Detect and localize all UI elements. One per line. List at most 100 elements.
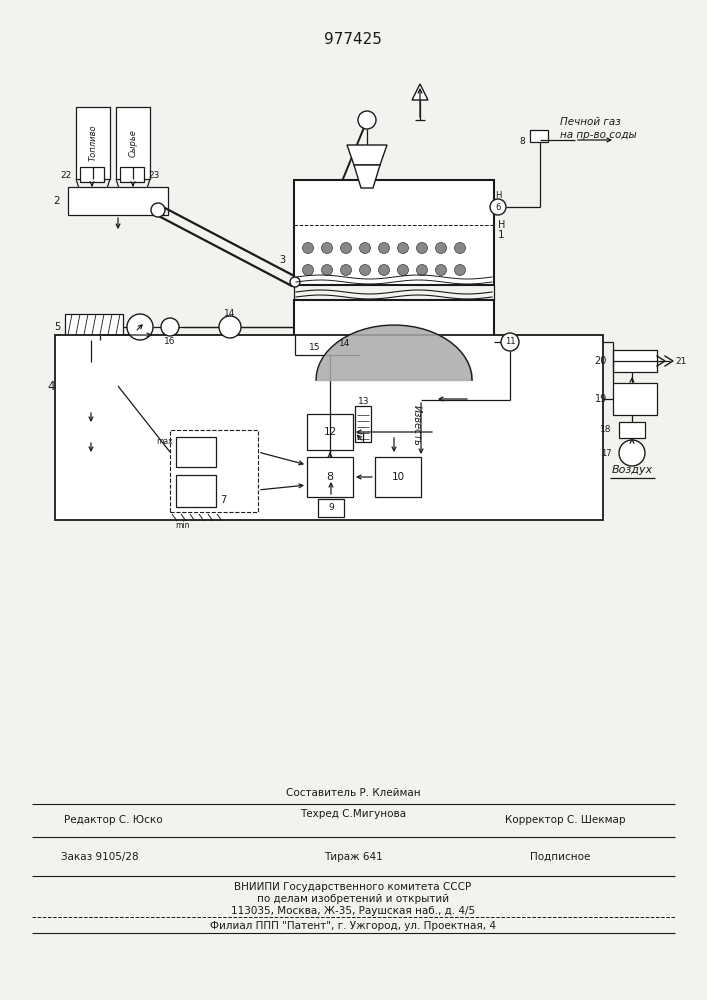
Polygon shape xyxy=(354,165,380,188)
Bar xyxy=(176,437,216,467)
Text: 13: 13 xyxy=(358,397,370,406)
Text: 16: 16 xyxy=(164,336,176,346)
Text: 23: 23 xyxy=(148,170,159,180)
Bar xyxy=(307,457,353,497)
Text: 11: 11 xyxy=(505,338,515,347)
Circle shape xyxy=(455,264,465,275)
Text: Техред С.Мигунова: Техред С.Мигунова xyxy=(300,809,406,819)
Bar xyxy=(63,362,118,410)
Bar xyxy=(530,130,548,142)
Circle shape xyxy=(161,318,179,336)
Circle shape xyxy=(127,314,153,340)
Text: 19: 19 xyxy=(595,394,607,404)
Text: Заказ 9105/28: Заказ 9105/28 xyxy=(62,852,139,862)
Bar xyxy=(120,167,144,182)
Bar xyxy=(55,335,603,520)
Circle shape xyxy=(359,264,370,275)
Text: 21: 21 xyxy=(675,357,686,365)
Text: 14: 14 xyxy=(224,308,235,318)
Bar xyxy=(318,499,344,517)
Circle shape xyxy=(341,242,351,253)
Bar xyxy=(176,475,216,507)
Text: 14: 14 xyxy=(339,338,351,348)
Text: 5: 5 xyxy=(54,322,60,332)
Text: Сырье: Сырье xyxy=(129,129,137,157)
Text: 12: 12 xyxy=(323,427,337,437)
Circle shape xyxy=(322,242,332,253)
Bar xyxy=(116,107,150,179)
Text: на пр-во соды: на пр-во соды xyxy=(560,130,637,140)
Text: ВНИИПИ Государственного комитета СССР: ВНИИПИ Государственного комитета СССР xyxy=(235,882,472,892)
Text: H: H xyxy=(495,192,501,200)
Text: 7: 7 xyxy=(220,495,226,505)
Text: 18: 18 xyxy=(600,426,611,434)
Bar xyxy=(307,414,353,450)
Circle shape xyxy=(436,242,447,253)
Text: 6: 6 xyxy=(496,202,501,212)
Bar xyxy=(619,422,645,438)
Circle shape xyxy=(378,242,390,253)
Text: 977425: 977425 xyxy=(324,32,382,47)
Circle shape xyxy=(358,111,376,129)
Circle shape xyxy=(303,242,313,253)
Text: Подписное: Подписное xyxy=(530,852,590,862)
Bar xyxy=(330,338,365,356)
Text: min: min xyxy=(175,522,189,530)
Circle shape xyxy=(619,440,645,466)
Bar xyxy=(80,167,104,182)
Polygon shape xyxy=(347,145,387,165)
Text: Известь: Известь xyxy=(412,405,422,445)
Circle shape xyxy=(397,264,409,275)
Bar xyxy=(68,187,168,215)
Circle shape xyxy=(416,264,428,275)
Text: 8: 8 xyxy=(327,472,334,482)
Text: по делам изобретений и открытий: по делам изобретений и открытий xyxy=(257,894,449,904)
Text: Печной газ: Печной газ xyxy=(560,117,621,127)
Text: Корректор С. Шекмар: Корректор С. Шекмар xyxy=(505,815,625,825)
Bar xyxy=(355,406,371,442)
Circle shape xyxy=(151,203,165,217)
Polygon shape xyxy=(412,84,428,100)
Circle shape xyxy=(501,333,519,351)
Text: Воздух: Воздух xyxy=(612,465,653,475)
Circle shape xyxy=(359,242,370,253)
Bar xyxy=(613,383,657,415)
Bar xyxy=(76,107,110,179)
Text: Тираж 641: Тираж 641 xyxy=(324,852,382,862)
Text: 10: 10 xyxy=(392,472,404,482)
Bar xyxy=(613,350,657,372)
Text: 113035, Москва, Ж-35, Раушская наб., д. 4/5: 113035, Москва, Ж-35, Раушская наб., д. … xyxy=(231,906,475,916)
Text: 3: 3 xyxy=(279,255,285,265)
Circle shape xyxy=(290,277,300,287)
Bar xyxy=(65,314,123,340)
Text: max: max xyxy=(156,437,173,446)
Text: Составитель Р. Клейман: Составитель Р. Клейман xyxy=(286,788,421,798)
Circle shape xyxy=(378,264,390,275)
Text: 4: 4 xyxy=(47,379,55,392)
Bar xyxy=(294,300,494,385)
Text: 1: 1 xyxy=(498,230,505,240)
Text: H: H xyxy=(498,220,506,230)
Circle shape xyxy=(455,242,465,253)
Circle shape xyxy=(436,264,447,275)
Text: 22: 22 xyxy=(61,170,72,180)
Text: Филиал ППП "Патент", г. Ужгород, ул. Проектная, 4: Филиал ППП "Патент", г. Ужгород, ул. Про… xyxy=(210,921,496,931)
Circle shape xyxy=(416,242,428,253)
Text: 20: 20 xyxy=(595,356,607,366)
Circle shape xyxy=(322,264,332,275)
Text: 2: 2 xyxy=(53,196,60,206)
Circle shape xyxy=(219,316,241,338)
Circle shape xyxy=(397,242,409,253)
Text: Редактор С. Юско: Редактор С. Юско xyxy=(64,815,163,825)
Text: 8: 8 xyxy=(519,137,525,146)
Circle shape xyxy=(303,264,313,275)
Bar xyxy=(170,430,258,512)
Text: 17: 17 xyxy=(602,448,612,458)
Text: 15: 15 xyxy=(308,342,320,352)
Text: Топливо: Топливо xyxy=(88,125,98,161)
Circle shape xyxy=(490,199,506,215)
Text: 9: 9 xyxy=(328,504,334,512)
Bar xyxy=(375,457,421,497)
Bar xyxy=(294,180,494,285)
Circle shape xyxy=(341,264,351,275)
